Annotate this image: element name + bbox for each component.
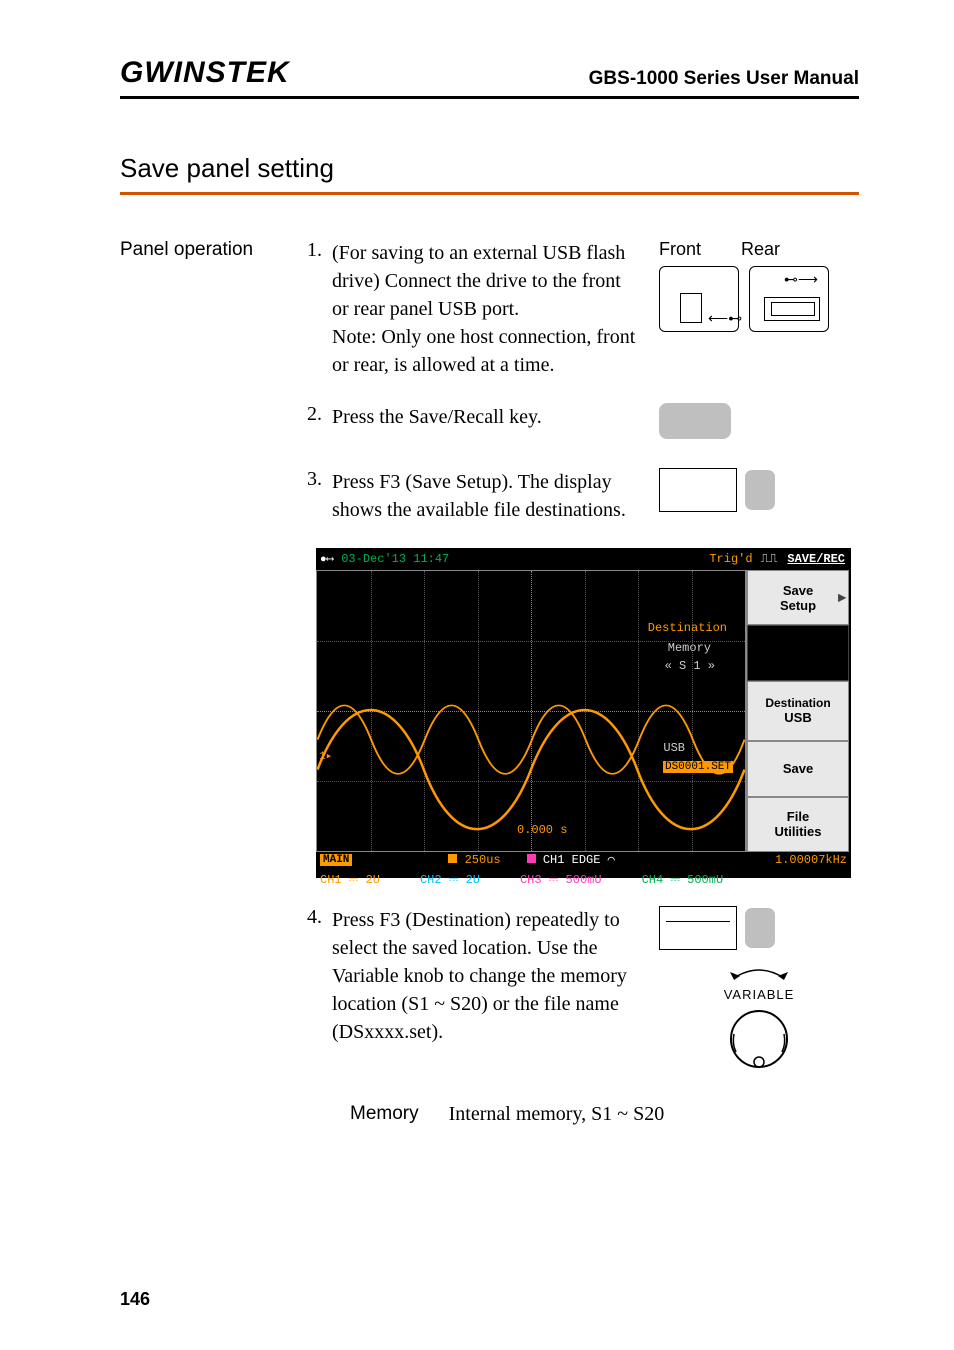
save-recall-key-graphic <box>659 403 859 444</box>
f3-key-graphic <box>659 468 859 524</box>
rear-usb-box: ⊷⟶ <box>749 266 829 332</box>
overlay-destination: Destination <box>648 621 727 635</box>
menu-label: Destination <box>765 696 830 710</box>
overlay-dsfile: DS0001.SET <box>663 761 733 773</box>
menu-label: Save <box>783 583 813 598</box>
save-rec-title: SAVE/REC <box>785 552 847 566</box>
front-usb-box: ⟵⊷ <box>659 266 739 332</box>
rear-label: Rear <box>741 239 780 260</box>
softkey-menu: Save Setup ▶ Destination USB Save File U… <box>746 570 849 852</box>
step-2-text: Press the Save/Recall key. <box>332 403 639 444</box>
trigger-status: Trig'd <box>709 552 752 566</box>
trigger-edge: EDGE <box>572 853 601 867</box>
f3-button <box>745 470 775 510</box>
main-tag: MAIN <box>320 854 352 866</box>
menu-save: Save <box>747 741 849 796</box>
page-number: 146 <box>120 1289 150 1310</box>
step-2-number: 2. <box>300 403 322 444</box>
frequency-readout: 1.00007kHz <box>775 853 847 867</box>
front-label: Front <box>659 239 701 260</box>
step-1-number: 1. <box>300 239 322 379</box>
menu-destination: Destination USB <box>747 681 849 742</box>
overlay-memory: Memory <box>668 641 711 655</box>
trigger-icon: ⎍⎍ <box>761 552 778 566</box>
step-3-text: Press F3 (Save Setup). The display shows… <box>332 468 639 524</box>
oscilloscope-screenshot: ●⟷ 03-Dec'13 11:47 Trig'd ⎍⎍ SAVE/REC De… <box>316 548 851 878</box>
section-title: Save panel setting <box>120 153 859 195</box>
softkey-screen-box <box>659 468 737 512</box>
menu-save-setup: Save Setup ▶ <box>747 570 849 625</box>
f3-button <box>745 908 775 948</box>
step-3-number: 3. <box>300 468 322 524</box>
page-header: GWINSTEK GBS-1000 Series User Manual <box>120 56 859 99</box>
memory-value: Internal memory, S1 ~ S20 <box>449 1103 665 1126</box>
usb-icon: ⟵⊷ <box>708 310 742 327</box>
ch1-ground-marker: 1▸ <box>319 749 332 763</box>
menu-label: Save <box>783 761 813 776</box>
step-3-row: 3. Press F3 (Save Setup). The display sh… <box>120 468 859 524</box>
memory-label: Memory <box>350 1103 419 1126</box>
ch4-scale: CH4 ⎓ 500mU <box>642 873 724 887</box>
memory-description-row: Memory Internal memory, S1 ~ S20 <box>350 1103 859 1126</box>
waveform-trace <box>317 571 745 851</box>
trigger-source: CH1 <box>543 853 565 867</box>
usb-port-diagram: Front Rear ⟵⊷ ⊷⟶ <box>659 239 859 379</box>
step-2-row: 2. Press the Save/Recall key. <box>120 403 859 444</box>
step-4-number: 4. <box>300 906 322 1079</box>
save-recall-button <box>659 403 731 439</box>
ch3-scale: CH3 ⎓ 500mU <box>520 873 602 887</box>
overlay-s1: « S 1 » <box>665 659 715 673</box>
waveform-grid: Destination Memory « S 1 » USB DS0001.SE… <box>316 570 746 852</box>
usb-connected-icon: ●⟷ <box>320 552 333 566</box>
scope-datetime: 03-Dec'13 11:47 <box>341 552 449 566</box>
manual-title: GBS-1000 Series User Manual <box>589 68 859 90</box>
f3-and-variable-graphic: VARIABLE <box>659 906 859 1079</box>
menu-label: USB <box>784 710 811 725</box>
knob-arrows-icon <box>714 960 804 982</box>
step-4-text: Press F3 (Destination) repeatedly to sel… <box>332 906 639 1079</box>
submenu-arrow-icon: ▶ <box>838 592 846 603</box>
brand-logo: GWINSTEK <box>120 56 290 90</box>
menu-label: Setup <box>780 598 816 613</box>
panel-operation-label: Panel operation <box>120 239 280 379</box>
step-1-row: Panel operation 1. (For saving to an ext… <box>120 239 859 379</box>
menu-label: Utilities <box>775 824 822 839</box>
variable-knob-diagram: VARIABLE <box>659 960 859 1079</box>
step-4-row: 4. Press F3 (Destination) repeatedly to … <box>120 906 859 1079</box>
ch2-scale: CH2 ⎓ 2U <box>420 873 480 887</box>
knob-icon <box>724 1004 794 1074</box>
menu-file-utilities: File Utilities <box>747 797 849 852</box>
overlay-time-zero: 0.000 s <box>517 823 567 837</box>
step-1-text: (For saving to an external USB flash dri… <box>332 239 639 379</box>
scope-status-bar: MAIN 250us CH1 EDGE ⌒ 1.00007kHz CH1 ⎓ 2… <box>316 852 851 887</box>
usb-icon: ⊷⟶ <box>784 271 818 288</box>
softkey-screen-box <box>659 906 737 950</box>
ch1-scale: CH1 ⎓ 2U <box>320 873 380 887</box>
menu-label: File <box>787 809 809 824</box>
overlay-usb: USB <box>663 741 685 755</box>
timebase-value: 250us <box>465 853 501 867</box>
variable-label: VARIABLE <box>659 987 859 1002</box>
menu-empty <box>747 625 849 680</box>
